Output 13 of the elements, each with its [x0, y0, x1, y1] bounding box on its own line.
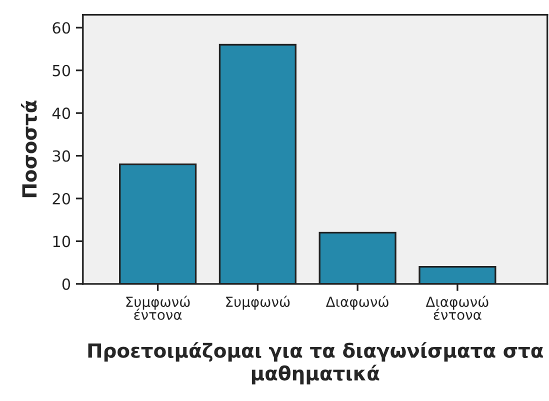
y-tick-label: 30 — [52, 150, 70, 162]
y-tick-label: 40 — [52, 108, 70, 120]
y-tick-label: 0 — [62, 278, 70, 290]
x-tick-label: Διαφωνώ έντονα — [426, 296, 488, 320]
y-tick-label: 60 — [52, 22, 70, 34]
x-axis-title: Προετοιμάζομαι για τα διαγωνίσματα στα μαθηματικά — [88, 342, 543, 384]
x-tick-label: Διαφωνώ — [326, 296, 388, 310]
y-tick-label: 10 — [53, 236, 70, 248]
y-tick-label: 20 — [52, 192, 70, 205]
x-tick-label: Συμφωνώ έντονα — [126, 296, 190, 320]
y-axis-title: Ποσοστά — [20, 100, 37, 198]
y-tick-label: 50 — [52, 64, 70, 76]
x-tick-label: Συμφωνώ — [226, 296, 290, 310]
